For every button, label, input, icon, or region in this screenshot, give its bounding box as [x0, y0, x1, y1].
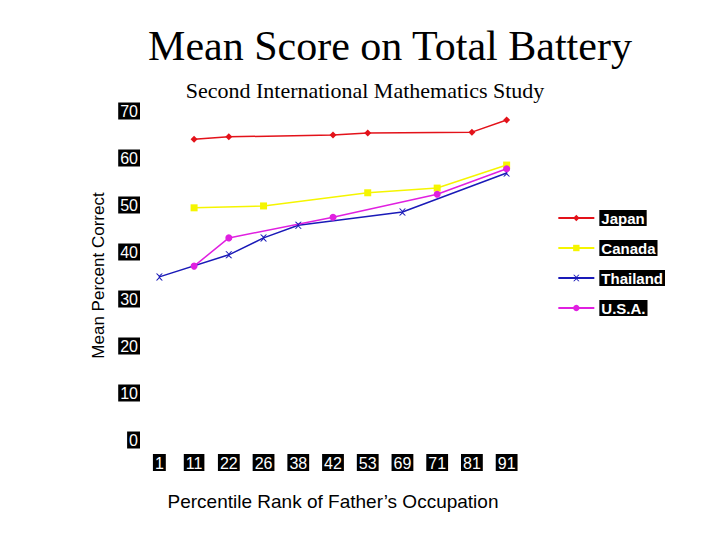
svg-text:26: 26 [255, 455, 273, 472]
svg-text:40: 40 [120, 244, 138, 261]
svg-text:11: 11 [186, 455, 203, 472]
svg-text:Canada: Canada [601, 240, 656, 257]
svg-text:38: 38 [289, 455, 307, 472]
svg-text:1: 1 [155, 455, 164, 472]
svg-text:Mean Percent Correct: Mean Percent Correct [89, 192, 108, 359]
svg-text:81: 81 [463, 455, 481, 472]
svg-text:42: 42 [324, 455, 342, 472]
svg-text:50: 50 [120, 197, 138, 214]
svg-text:Percentile Rank of Father’s Oc: Percentile Rank of Father’s Occupation [168, 491, 499, 512]
svg-text:22: 22 [220, 455, 238, 472]
svg-text:71: 71 [428, 455, 446, 472]
svg-text:Thailand: Thailand [601, 270, 663, 287]
svg-text:91: 91 [498, 455, 516, 472]
svg-text:Japan: Japan [601, 210, 644, 227]
svg-text:Second International Mathemati: Second International Mathematics Study [186, 78, 545, 103]
svg-text:60: 60 [120, 150, 138, 167]
svg-text:U.S.A.: U.S.A. [601, 300, 645, 317]
svg-text:Mean Score on Total Battery: Mean Score on Total Battery [148, 23, 632, 69]
svg-text:20: 20 [120, 338, 138, 355]
svg-text:10: 10 [120, 385, 138, 402]
svg-text:0: 0 [129, 432, 138, 449]
svg-text:69: 69 [394, 455, 412, 472]
svg-text:53: 53 [359, 455, 377, 472]
svg-text:70: 70 [120, 103, 138, 120]
svg-text:30: 30 [120, 291, 138, 308]
